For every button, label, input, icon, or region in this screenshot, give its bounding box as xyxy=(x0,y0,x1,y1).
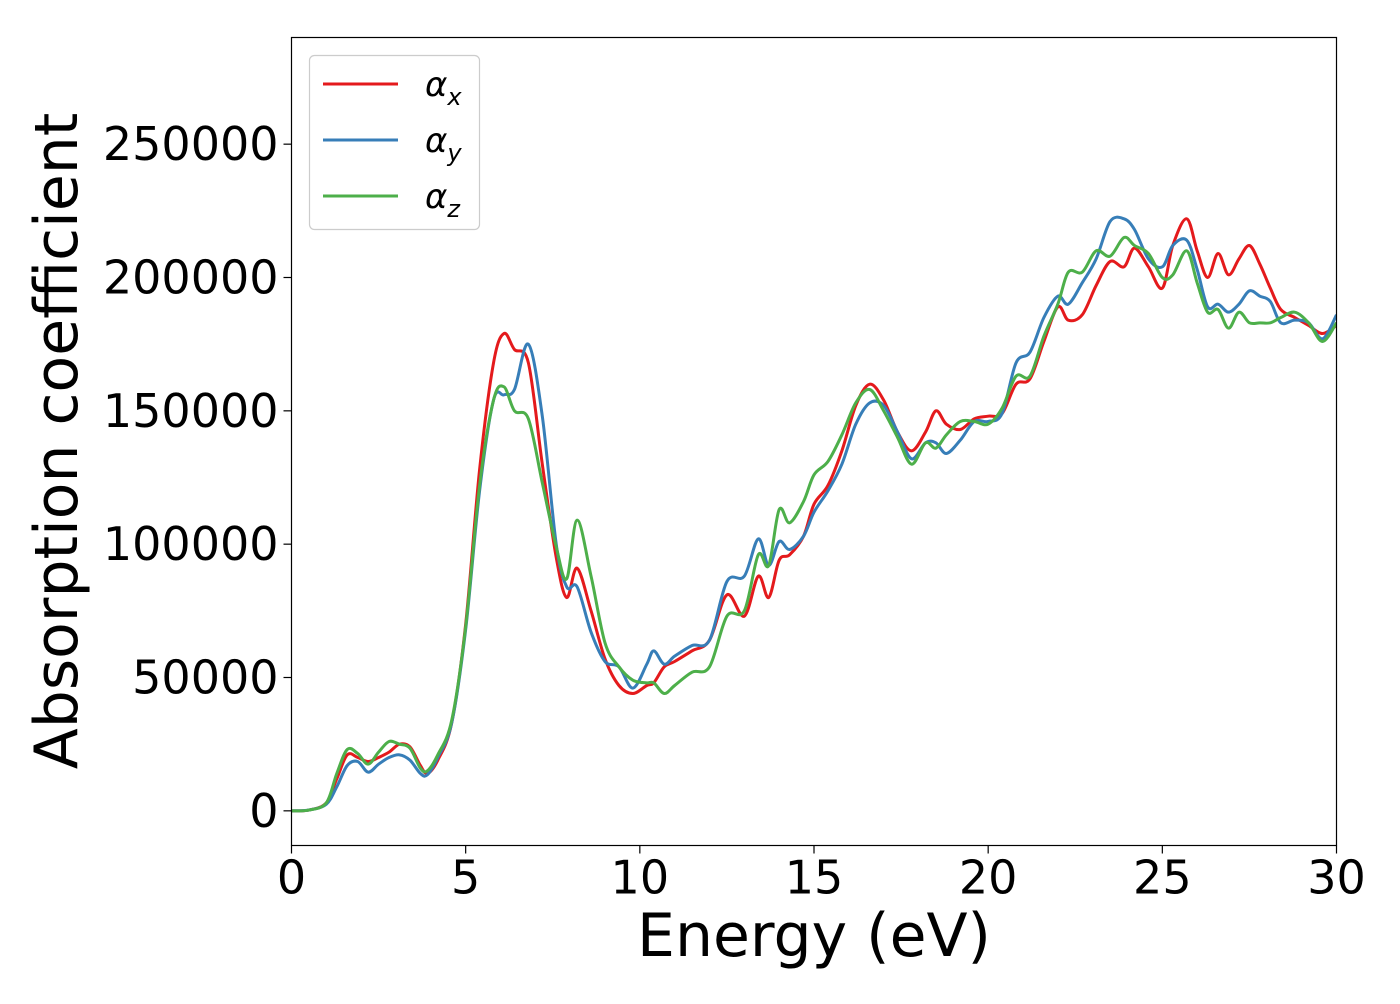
y-tick-label: 150000 xyxy=(103,384,279,438)
legend-label-y: αy xyxy=(425,121,462,167)
series-lines-layer xyxy=(291,215,1337,813)
y-tick-label: 250000 xyxy=(103,117,279,171)
x-tick-label: 30 xyxy=(1307,851,1366,905)
legend-label-z: αz xyxy=(425,177,461,223)
x-tick-label: 15 xyxy=(785,851,844,905)
series-line-z xyxy=(291,235,1337,813)
x-tick-label: 5 xyxy=(451,851,480,905)
y-tick-label: 200000 xyxy=(103,251,279,305)
series-line-y xyxy=(291,215,1337,813)
x-axis-label: Energy (eV) xyxy=(637,901,991,971)
legend-items: αx αy αz xyxy=(323,65,462,223)
y-tick-label: 0 xyxy=(249,784,278,838)
y-tick-label: 100000 xyxy=(103,517,279,571)
legend-box xyxy=(308,54,481,231)
legend: αx αy αz xyxy=(308,54,481,231)
x-axis: 0 5 10 15 20 25 30 xyxy=(277,845,1366,905)
x-tick-label: 0 xyxy=(277,851,306,905)
x-tick-label: 20 xyxy=(959,851,1018,905)
y-axis-label: Absorption coefficient xyxy=(22,113,92,770)
y-axis: 0 50000 100000 150000 200000 250000 xyxy=(103,117,292,838)
x-tick-label: 10 xyxy=(611,851,670,905)
y-tick-label: 50000 xyxy=(132,651,278,705)
x-tick-label: 25 xyxy=(1133,851,1192,905)
legend-label-x: αx xyxy=(425,65,462,111)
